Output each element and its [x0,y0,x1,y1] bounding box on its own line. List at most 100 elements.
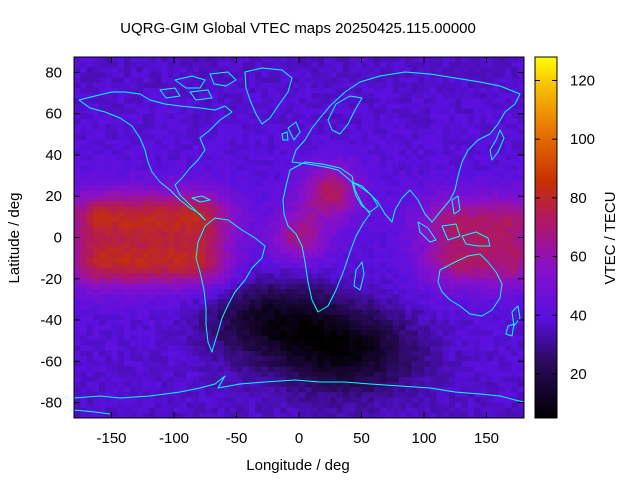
heatmap-cell [399,165,406,172]
heatmap-cell [299,314,306,321]
heatmap-cell [192,103,200,110]
heatmap-cell [249,201,256,208]
heatmap-cell [105,278,113,285]
heatmap-cell [386,407,394,414]
heatmap-cell [142,361,150,368]
heatmap-cell [467,289,475,295]
heatmap-cell [117,320,125,326]
heatmap-cell [292,144,300,151]
heatmap-cell [492,345,500,352]
heatmap-cell [349,118,356,125]
heatmap-cell [411,139,419,146]
heatmap-cell [299,252,306,259]
heatmap-cell [130,98,138,105]
heatmap-cell [499,72,506,79]
heatmap-cell [86,299,94,306]
heatmap-cell [286,196,294,202]
heatmap-cell [330,263,338,270]
heatmap-cell [211,356,219,362]
heatmap-cell [386,134,394,141]
heatmap-cell [361,211,369,218]
heatmap-cell [286,185,294,192]
heatmap-cell [261,381,269,388]
heatmap-cell [192,314,200,321]
heatmap-cell [355,144,363,151]
heatmap-cell [511,376,519,383]
heatmap-cell [330,345,338,352]
heatmap-cell [230,185,238,192]
heatmap-cell [436,366,444,373]
heatmap-cell [242,309,250,316]
heatmap-cell [211,108,219,115]
heatmap-cell [355,320,363,326]
heatmap-cell [367,108,375,115]
heatmap-cell [267,77,275,84]
heatmap-cell [324,98,331,105]
heatmap-cell [280,124,288,130]
heatmap-cell [380,402,388,409]
heatmap-cells [74,57,524,418]
heatmap-cell [292,345,300,352]
heatmap-cell [124,185,131,192]
heatmap-cell [474,196,481,202]
heatmap-cell [367,242,375,249]
heatmap-cell [192,129,200,135]
heatmap-cell [211,124,219,130]
heatmap-cell [367,314,375,321]
heatmap-cell [155,371,163,378]
heatmap-cell [380,103,388,110]
heatmap-cell [117,242,125,249]
heatmap-cell [192,371,200,378]
heatmap-cell [199,387,206,393]
heatmap-cell [242,350,250,357]
heatmap-cell [174,273,181,280]
heatmap-cell [174,62,181,68]
heatmap-cell [317,402,325,409]
heatmap-cell [161,129,169,135]
heatmap-cell [380,227,388,233]
heatmap-cell [74,211,81,218]
heatmap-cell [380,283,388,290]
heatmap-cell [417,304,425,311]
heatmap-cell [124,258,131,264]
heatmap-cell [324,325,331,331]
heatmap-cell [205,191,213,197]
heatmap-cell [99,185,106,192]
heatmap-cell [230,57,238,63]
heatmap-cell [180,376,188,383]
heatmap-cell [299,340,306,347]
heatmap-cell [324,376,331,383]
heatmap-cell [142,356,150,362]
heatmap-cell [167,160,175,166]
heatmap-cell [92,191,100,197]
heatmap-cell [405,196,413,202]
heatmap-cell [99,278,106,285]
heatmap-cell [324,222,331,228]
heatmap-cell [461,361,469,368]
heatmap-cell [442,144,450,151]
heatmap-cell [230,139,238,146]
heatmap-cell [505,62,513,68]
heatmap-cell [449,139,456,146]
heatmap-cell [280,165,288,172]
heatmap-cell [74,196,81,202]
heatmap-cell [149,134,156,141]
heatmap-cell [199,392,206,398]
heatmap-cell [130,304,138,311]
heatmap-cell [499,345,506,352]
heatmap-cell [111,278,119,285]
heatmap-cell [230,82,238,89]
heatmap-cell [86,381,94,388]
heatmap-cell [474,273,481,280]
heatmap-cell [405,77,413,84]
heatmap-cell [161,356,169,362]
heatmap-cell [317,371,325,378]
heatmap-cell [292,289,300,295]
heatmap-cell [261,196,269,202]
heatmap-cell [174,340,181,347]
heatmap-cell [74,180,81,187]
heatmap-cell [255,371,263,378]
heatmap-cell [192,263,200,270]
heatmap-cell [417,124,425,130]
heatmap-cell [211,93,219,99]
